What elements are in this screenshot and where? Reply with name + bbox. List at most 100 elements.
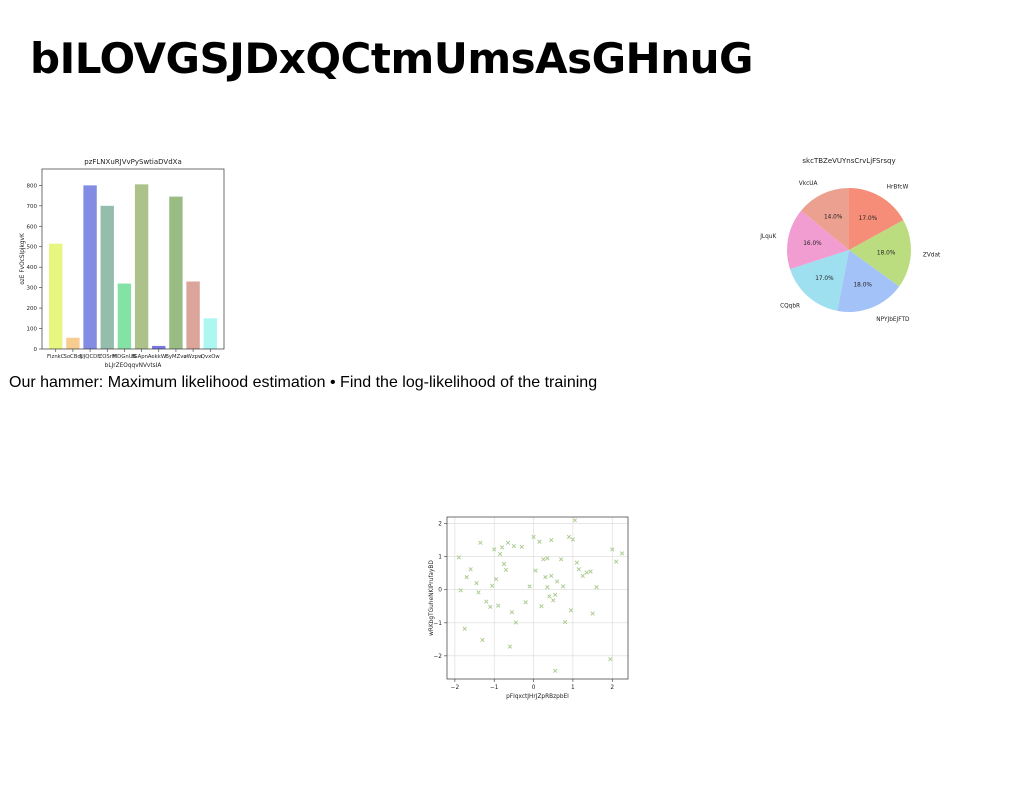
scatter-point (537, 539, 542, 544)
scatter-y-axis-label: wRKbgTGuheNKIPrufayBD (429, 560, 435, 636)
pie-slice-label: HrBfcW (887, 184, 909, 190)
scatter-point (580, 573, 585, 578)
bar (169, 196, 183, 349)
bar-x-tick-label: ByMZvo (165, 354, 186, 360)
scatter-point (545, 556, 550, 561)
pie-slice-label: ZVdat (923, 253, 941, 259)
scatter-point (576, 567, 581, 572)
bar-x-tick-label: fGApnA (132, 354, 152, 360)
scatter-point (541, 557, 546, 562)
bar-chart-title: pzFLNXuRJVvPySwtiaDVdXa (84, 158, 181, 166)
pie-slice (837, 250, 900, 312)
scatter-point (498, 551, 503, 557)
scatter-point (551, 598, 556, 603)
scatter-point (590, 611, 595, 616)
scatter-x-tick-label: 0 (532, 685, 536, 691)
scatter-point (533, 568, 538, 573)
scatter-point (531, 534, 536, 539)
bar-y-tick-label: 600 (27, 224, 38, 230)
scatter-x-tick-label: −1 (490, 685, 499, 691)
scatter-point (527, 584, 532, 589)
bar (203, 318, 217, 349)
scatter-point (572, 518, 577, 523)
scatter-point (507, 644, 513, 649)
bar-y-tick-label: 400 (27, 265, 38, 271)
scatter-point (484, 599, 489, 604)
scatter-point (499, 545, 505, 550)
pie-pct-label: 17.0% (815, 276, 834, 282)
pie-pct-label: 18.0% (877, 250, 896, 256)
scatter-y-tick-label: 1 (438, 555, 442, 561)
bar-y-tick-label: 200 (27, 306, 38, 312)
scatter-point (474, 581, 479, 586)
scatter-point (549, 573, 554, 578)
scatter-chart: −2 −1 0 1 2 −2 −1 0 1 2 pFIqxctJHrJZpRBzpbEI wRKbgT… (429, 516, 629, 700)
pie-slice (787, 210, 849, 270)
pie-slice (849, 188, 904, 250)
bar-plot-frame (41, 168, 225, 350)
scatter-point (570, 537, 576, 542)
scatter-point (543, 575, 548, 580)
pie-slice-label: NPYJbEJFTD (876, 317, 910, 323)
scatter-point (492, 547, 497, 552)
scatter-y-tick-label: −2 (433, 654, 442, 660)
scatter-point (553, 668, 558, 673)
bar-x-tick-label: UJQCDF (80, 354, 100, 360)
scatter-point (539, 604, 544, 609)
bar-y-axis-label: ozE FvOcSIpjkgvK (20, 233, 26, 285)
pie-pct-label: 14.0% (824, 214, 843, 220)
bar (117, 283, 132, 349)
scatter-x-tick-label: −2 (451, 685, 460, 691)
scatter-point (610, 547, 615, 552)
pie-slice-label: VkcUA (799, 181, 818, 187)
bar (152, 345, 166, 349)
bar-chart: pzFLNXuRJVvPySwtiaDVdXa 0 100 200 300 400 500 6… (20, 158, 225, 369)
scatter-point (503, 567, 509, 573)
scatter-point (519, 544, 524, 549)
bar-y-tick-label: 100 (27, 327, 38, 333)
scatter-point (568, 608, 574, 613)
pie-slice-label: JLquK (759, 234, 776, 240)
bar-x-tick-label: zWzpw (184, 354, 203, 360)
pie-slice (790, 250, 849, 311)
scatter-point (588, 569, 593, 574)
bar-y-tick-label: 500 (27, 245, 38, 251)
scatter-point (619, 551, 625, 556)
scatter-x-axis-label: pFIqxctJHrJZpRBzpbEI (506, 694, 569, 700)
scatter-point (511, 543, 517, 549)
scatter-point (464, 575, 469, 580)
scatter-point (476, 590, 481, 595)
scatter-point (496, 603, 501, 608)
bar (186, 281, 200, 349)
bar-x-tick-label: SoCBdJ (63, 354, 82, 360)
pie-pct-label: 17.0% (859, 216, 878, 222)
slide-subtitle: Our hammer: Maximum likelihood estimatio… (9, 374, 598, 391)
scatter-point (553, 592, 558, 597)
scatter-x-tick-label: 2 (610, 685, 614, 691)
scatter-point (555, 579, 560, 584)
scatter-y-tick-label: 0 (438, 588, 442, 594)
scatter-point (523, 600, 528, 605)
bar-x-tick-label: QvxOw (201, 354, 221, 360)
pie-slice-label: CQqbR (780, 304, 800, 310)
bar-y-tick-label: 300 (27, 286, 38, 292)
pie-slice (801, 188, 849, 250)
scatter-point (584, 570, 589, 575)
scatter-point (560, 584, 566, 589)
bar-x-tick-label: FlznkC (47, 354, 65, 360)
scatter-point (458, 588, 463, 593)
scatter-y-tick-label: −1 (433, 621, 442, 627)
pie-pct-label: 18.0% (853, 283, 872, 289)
scatter-point (574, 560, 579, 565)
bar-y-tick-label: 0 (34, 347, 38, 353)
scatter-point (566, 534, 572, 539)
bar-x-axis-label: bLJrZEOqqvNVvtsIA (105, 363, 162, 369)
scatter-point (501, 561, 507, 567)
scatter-point (509, 610, 515, 615)
scatter-y-tick-label: 2 (438, 522, 442, 528)
bar (66, 337, 80, 349)
scatter-point (614, 559, 619, 564)
scatter-point (468, 567, 473, 572)
bar (100, 205, 114, 349)
scatter-point (549, 538, 554, 543)
